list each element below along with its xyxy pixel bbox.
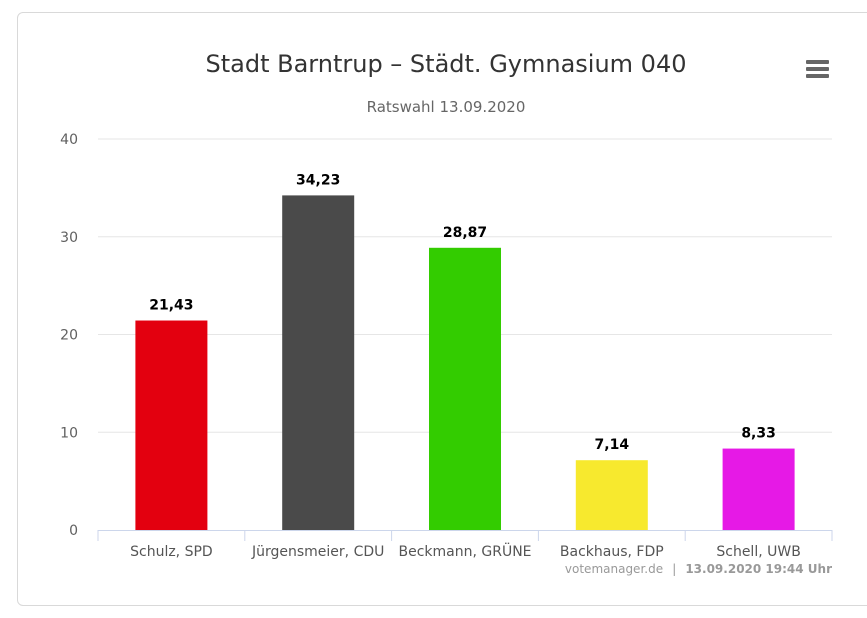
credits-separator: | [672,562,676,576]
data-label: 7,14 [595,437,630,453]
data-label: 8,33 [741,426,776,442]
x-tick-label: Jürgensmeier, CDU [251,544,384,560]
bars [135,195,795,531]
credits-timestamp: 13.09.2020 19:44 Uhr [685,562,832,576]
chart-title: Stadt Barntrup – Städt. Gymnasium 040 [206,50,687,78]
x-axis: Schulz, SPD Jürgensmeier, CDU Beckmann, GR… [97,530,833,560]
x-tick-label: Backhaus, FDP [560,544,664,560]
y-tick-label: 30 [60,230,78,246]
y-tick-label: 40 [60,132,78,148]
y-tick-label: 10 [60,425,78,441]
data-label: 21,43 [149,298,193,314]
menu-button[interactable] [800,55,834,83]
y-tick-label: 20 [60,328,78,344]
y-tick-label: 0 [69,523,78,539]
hamburger-menu-icon [806,60,829,78]
bar[interactable] [575,460,648,530]
bar[interactable] [429,247,501,530]
data-label: 28,87 [443,225,487,241]
credits-source[interactable]: votemanager.de [565,562,663,576]
data-labels: 21,43 34,23 28,87 7,14 8,33 [149,172,776,453]
bar[interactable] [282,195,355,531]
x-tick-label: Beckmann, GRÜNE [398,542,531,560]
x-tick-label: Schell, UWB [716,544,800,560]
data-label: 34,23 [296,172,340,188]
bar[interactable] [722,448,795,530]
x-tick-label: Schulz, SPD [130,544,213,560]
y-axis: 0 10 20 30 40 [60,132,78,539]
chart-subtitle: Ratswahl 13.09.2020 [367,98,526,116]
bar[interactable] [135,320,208,530]
credits[interactable]: votemanager.de | 13.09.2020 19:44 Uhr [565,558,832,577]
